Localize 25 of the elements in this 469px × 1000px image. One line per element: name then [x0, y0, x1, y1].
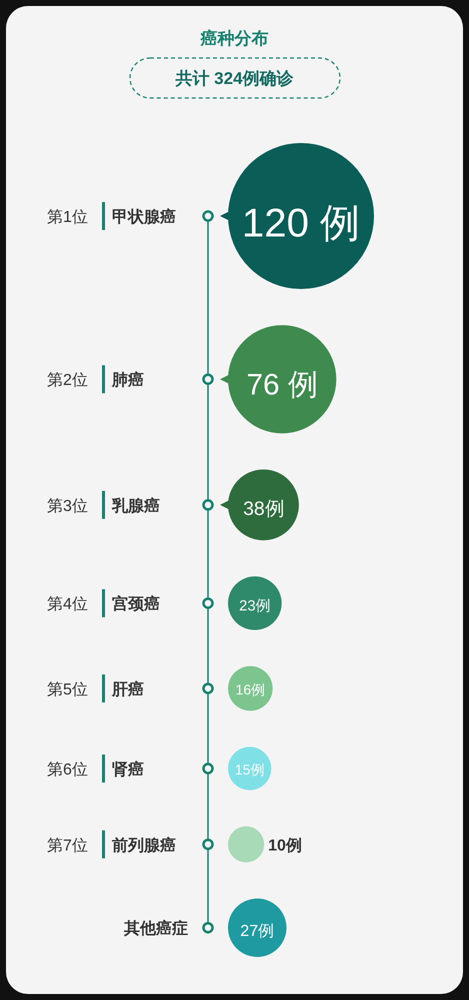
data-label: 10例: [268, 836, 302, 854]
category-label: 宫颈癌: [112, 594, 160, 614]
text: 第4位: [47, 596, 88, 614]
category-label: 肾癌: [112, 760, 144, 779]
text: 第5位: [47, 681, 88, 698]
data-label: 76 例: [246, 368, 318, 402]
text: 癌种分布: [200, 29, 268, 48]
category-label: 乳腺癌: [111, 496, 160, 515]
text: 第6位: [47, 762, 88, 779]
text: 第1位: [47, 209, 88, 226]
data-label: 15例: [234, 762, 264, 778]
data-label: 38例: [243, 498, 284, 520]
data-label: 27例: [240, 922, 274, 940]
category-label: 肺癌: [111, 371, 144, 390]
text: 第7位: [47, 837, 88, 854]
data-label: 16例: [236, 682, 266, 698]
data-label: 120 例: [242, 200, 360, 246]
text: 共计 324例确诊: [174, 69, 295, 88]
data-label: 23例: [239, 598, 271, 615]
category-label: 甲状腺癌: [112, 208, 176, 226]
category-label: 其他癌症: [123, 920, 188, 938]
category-label: 前列腺癌: [111, 836, 176, 854]
category-label: 肝癌: [111, 680, 144, 698]
text: 第3位: [47, 498, 88, 515]
text: 第2位: [47, 372, 88, 390]
